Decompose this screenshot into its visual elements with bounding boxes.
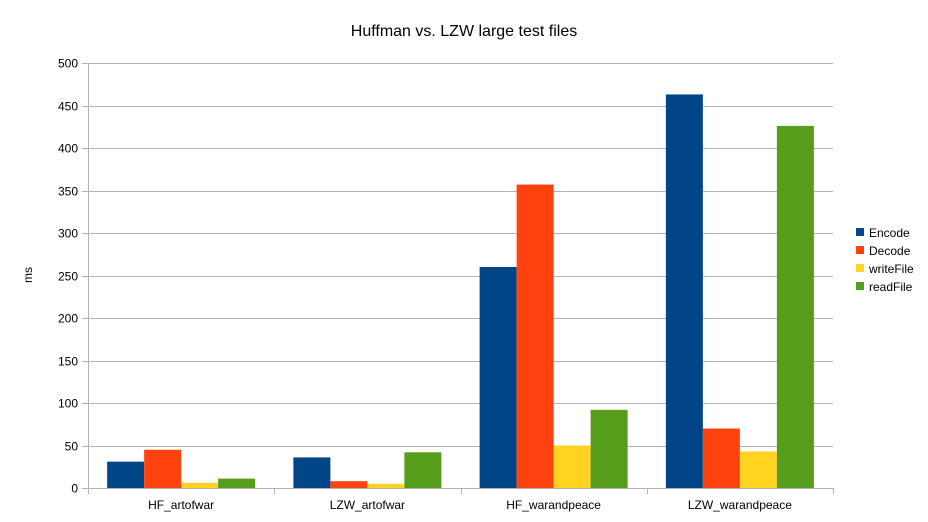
x-tick-label-HF_warandpeace: HF_warandpeace — [506, 498, 601, 512]
legend-swatch-Encode — [856, 228, 864, 236]
y-tick-label-400: 400 — [58, 142, 78, 156]
tick-labels: 0 50 100 150 200 250 300 350 400 450 500 HF_artofwa… — [58, 57, 792, 513]
y-tick-label-250: 250 — [58, 270, 78, 284]
x-tick-label-LZW_warandpeace: LZW_warandpeace — [688, 498, 792, 512]
bar-writeFile-HF_artofwar — [181, 482, 219, 488]
y-tick-label-100: 100 — [58, 397, 78, 411]
legend-swatch-writeFile — [856, 264, 864, 272]
bar-readFile-HF_artofwar — [218, 478, 256, 488]
y-tick-label-0: 0 — [71, 482, 78, 496]
bars — [107, 94, 814, 489]
bar-writeFile-LZW_artofwar — [367, 483, 405, 488]
legend: Encode Decode writeFile readFile — [856, 226, 914, 294]
bar-Decode-LZW_artofwar — [330, 481, 368, 488]
chart-title: Huffman vs. LZW large test files — [351, 23, 577, 40]
legend-label-writeFile: writeFile — [868, 262, 914, 276]
y-tick-label-50: 50 — [65, 440, 79, 454]
bar-Encode-HF_artofwar — [107, 461, 145, 488]
bar-readFile-HF_warandpeace — [590, 409, 628, 488]
legend-label-Encode: Encode — [869, 226, 910, 240]
legend-swatch-readFile — [856, 282, 864, 290]
bar-writeFile-HF_warandpeace — [553, 445, 591, 488]
x-tick-label-LZW_artofwar: LZW_artofwar — [330, 498, 405, 512]
bar-Encode-HF_warandpeace — [479, 267, 517, 488]
y-tick-label-350: 350 — [58, 185, 78, 199]
gridlines — [82, 63, 833, 489]
bar-Decode-LZW_warandpeace — [702, 428, 740, 488]
y-tick-label-450: 450 — [58, 100, 78, 114]
y-tick-label-300: 300 — [58, 227, 78, 241]
bar-readFile-LZW_warandpeace — [776, 125, 814, 489]
bar-readFile-LZW_artofwar — [404, 452, 442, 488]
bar-writeFile-LZW_warandpeace — [739, 451, 777, 488]
axes — [88, 63, 834, 494]
legend-label-readFile: readFile — [869, 280, 913, 294]
bar-Encode-LZW_warandpeace — [665, 94, 703, 488]
y-tick-label-200: 200 — [58, 312, 78, 326]
y-tick-label-500: 500 — [58, 57, 78, 71]
bar-Decode-HF_artofwar — [144, 449, 182, 488]
y-axis-label: ms — [21, 267, 35, 283]
legend-label-Decode: Decode — [869, 244, 911, 258]
y-tick-label-150: 150 — [58, 355, 78, 369]
bar-Encode-LZW_artofwar — [293, 457, 331, 488]
bar-Decode-HF_warandpeace — [516, 184, 554, 489]
x-tick-label-HF_artofwar: HF_artofwar — [148, 498, 214, 512]
legend-swatch-Decode — [856, 246, 864, 254]
